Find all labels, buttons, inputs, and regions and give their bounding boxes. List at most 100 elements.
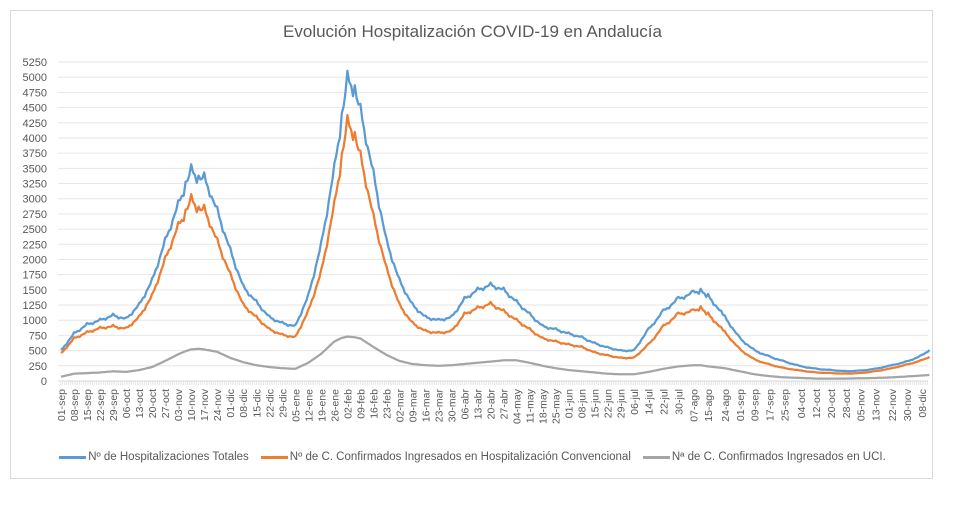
x-tick-label: 22-jun	[603, 389, 615, 418]
x-tick-label: 24-nov	[212, 388, 224, 421]
y-tick-label: 4250	[23, 118, 47, 130]
gridlines	[58, 61, 928, 385]
x-tick-label: 22-nov	[887, 388, 899, 421]
x-tick-label: 13-abr	[473, 389, 485, 420]
legend-label-uci: Nª de C. Confirmados Ingresados en UCI.	[671, 451, 886, 463]
x-tick-label: 01-dic	[225, 389, 237, 418]
x-tick-label: 30-jul	[673, 389, 685, 415]
legend-item-uci: Nª de C. Confirmados Ingresados en UCI.	[642, 451, 886, 463]
x-tick-label: 29-sep	[108, 389, 120, 421]
y-tick-label: 2750	[23, 209, 47, 221]
x-tick-label: 08-dic	[238, 389, 250, 418]
x-tick-label: 16-feb	[368, 389, 380, 419]
series-line-convencional	[60, 113, 931, 375]
series-line-uci	[60, 335, 930, 380]
x-tick-label: 08-sep	[69, 389, 81, 421]
x-tick-label: 23-mar	[434, 389, 446, 423]
legend-swatch-totales	[59, 455, 87, 459]
legend-item-convencional: Nº de C. Confirmados Ingresados en Hospi…	[260, 451, 631, 463]
y-tick-label: 5250	[23, 57, 47, 69]
x-tick-label: 26-ene	[329, 389, 341, 422]
y-tick-label: 4000	[23, 133, 47, 145]
x-tick-label: 02-feb	[342, 389, 354, 419]
legend-item-totales: Nº de Hospitalizaciones Totales	[59, 451, 249, 463]
x-tick-label: 11-may	[525, 388, 537, 423]
y-tick-label: 3250	[23, 179, 47, 191]
series-line-totales	[60, 69, 931, 373]
x-tick-label: 07-ago	[688, 389, 700, 422]
x-tick-label: 04-may	[512, 388, 524, 424]
x-tick-label: 13-nov	[871, 388, 883, 421]
x-tick-label: 04-oct	[796, 389, 808, 418]
x-tick-label: 19-ene	[316, 389, 328, 422]
x-tick-label: 22-dic	[264, 389, 276, 418]
chart-title: Evolución Hospitalización COVID-19 en An…	[283, 22, 662, 41]
x-tick-label: 25-sep	[779, 389, 791, 421]
x-tick-label: 17-nov	[199, 388, 211, 421]
legend-swatch-convencional	[260, 455, 288, 459]
y-tick-label: 1250	[23, 300, 47, 312]
y-tick-label: 3000	[23, 194, 47, 206]
y-tick-label: 4750	[23, 87, 47, 99]
x-tick-label: 01-sep	[735, 389, 747, 421]
x-tick-label: 08-dic	[917, 389, 929, 418]
x-tick-label: 10-nov	[186, 388, 198, 421]
y-tick-label: 500	[29, 346, 47, 358]
x-tick-label: 25-may	[551, 388, 563, 424]
x-tick-label: 22-jul	[659, 389, 671, 415]
x-tick-label: 03-nov	[173, 388, 185, 421]
x-axis-ticks: 01-sep 08-sep 15-sep 22-sep 29-sep 06-oct 13-o…	[56, 388, 929, 424]
x-tick-label: 15-ago	[703, 389, 715, 422]
y-tick-label: 1500	[23, 285, 47, 297]
x-tick-label: 05-ene	[290, 389, 302, 422]
x-tick-label: 13-oct	[134, 389, 146, 418]
x-tick-label: 29-dic	[277, 389, 289, 418]
x-tick-label: 14-jul	[644, 389, 656, 415]
y-tick-label: 3500	[23, 163, 47, 175]
x-tick-label: 29-jun	[616, 389, 628, 418]
x-tick-label: 30-mar	[447, 389, 459, 423]
legend: Nº de Hospitalizaciones Totales Nº de C.…	[0, 451, 945, 463]
y-tick-label: 0	[41, 376, 47, 388]
x-tick-label: 27-oct	[160, 389, 172, 418]
x-tick-label: 20-oct	[826, 389, 838, 418]
x-tick-label: 20-abr	[486, 389, 498, 420]
y-tick-label: 2500	[23, 224, 47, 236]
x-tick-label: 09-feb	[355, 389, 367, 419]
x-tick-label: 06-abr	[460, 389, 472, 420]
y-tick-label: 1750	[23, 270, 47, 282]
y-tick-label: 2000	[23, 254, 47, 266]
y-axis-ticks: 0 250 500 750 1000 1250 1500 1750 2000 2250 2500 27…	[23, 57, 47, 388]
x-tick-label: 06-oct	[121, 389, 133, 418]
x-tick-label: 01-jun	[564, 389, 576, 418]
x-tick-label: 01-sep	[56, 389, 68, 421]
x-tick-label: 17-sep	[765, 389, 777, 421]
x-tick-label: 28-oct	[841, 389, 853, 418]
x-tick-label: 05-nov	[856, 388, 868, 421]
y-tick-label: 250	[29, 361, 47, 373]
y-tick-label: 3750	[23, 148, 47, 160]
x-tick-label: 06-jul	[629, 389, 641, 415]
x-tick-label: 18-may	[538, 388, 550, 424]
x-tick-label: 09-mar	[407, 389, 419, 423]
y-tick-label: 750	[29, 330, 47, 342]
x-tick-label: 02-mar	[394, 389, 406, 423]
x-tick-label: 22-sep	[95, 389, 107, 421]
x-tick-label: 12-ene	[303, 389, 315, 422]
x-tick-label: 09-sep	[750, 389, 762, 421]
x-tick-label: 16-mar	[420, 389, 432, 423]
x-tick-label: 24-ago	[720, 389, 732, 422]
x-tick-label: 15-dic	[251, 389, 263, 418]
x-tick-label: 30-nov	[902, 388, 914, 421]
x-tick-label: 15-sep	[82, 389, 94, 421]
y-tick-label: 1000	[23, 315, 47, 327]
legend-label-convencional: Nº de C. Confirmados Ingresados en Hospi…	[289, 451, 631, 463]
x-tick-label: 08-jun	[577, 389, 589, 418]
y-tick-label: 2250	[23, 239, 47, 251]
y-tick-label: 5000	[23, 72, 47, 84]
series-lines	[60, 69, 931, 380]
x-tick-label: 12-oct	[811, 389, 823, 418]
legend-swatch-uci	[642, 455, 670, 459]
x-tick-label: 23-feb	[381, 389, 393, 419]
